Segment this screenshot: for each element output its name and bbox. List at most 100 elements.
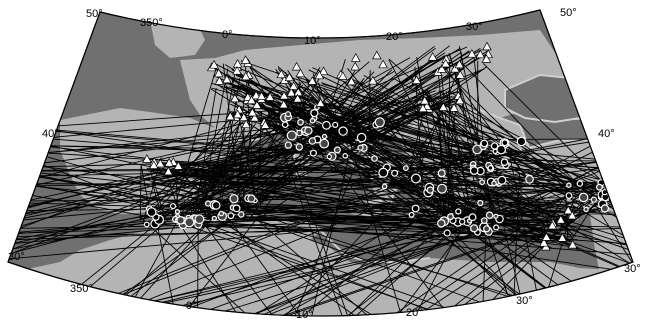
event-marker [437,183,448,194]
ray-path [216,218,633,228]
station-marker [318,66,329,76]
station-marker [557,232,568,242]
event-marker [374,117,385,128]
lon-label-top-30: 30° [466,21,483,33]
ray-path [230,155,633,218]
event-marker [319,138,330,149]
event-marker [332,121,339,129]
station-marker [351,52,361,62]
ray-path [426,89,496,209]
station-marker [350,61,360,71]
station-marker [286,87,297,97]
event-marker [447,213,454,221]
station-marker [241,119,251,129]
station-marker [295,68,306,78]
ray-path [309,45,450,154]
station-marker [438,102,449,111]
ray-path [163,172,397,184]
event-marker [496,144,506,155]
station-marker [240,55,251,64]
ray-path [157,126,306,161]
event-marker [459,218,466,225]
ray-path [252,102,304,130]
station-marker [209,59,219,69]
station-marker [276,69,287,79]
event-marker [309,118,316,124]
ray-path [316,47,436,137]
ray-path [449,53,497,226]
station-marker [149,160,159,169]
station-marker [482,41,492,51]
ray-path [8,157,475,218]
graticule-labels: 50° 40° 30° 50° 40° 30° 350° 0° 10° 20° … [8,7,641,321]
station-marker [278,99,289,109]
station-marker [307,76,318,85]
ray-path [227,67,321,214]
event-markers [143,104,619,237]
lon-label-top-0: 0° [222,29,233,41]
ray-path [332,102,457,139]
ray-path [377,53,487,121]
ray-path [456,101,484,147]
station-marker [378,59,388,69]
ray-path [8,186,601,246]
event-marker [487,164,494,171]
event-marker [443,229,451,237]
event-marker [436,219,446,228]
ray-path [371,73,437,122]
event-marker [600,204,610,213]
ray-path [233,92,428,203]
event-marker [357,144,364,151]
station-marker [346,76,357,86]
event-marker [485,211,494,220]
ray-path [366,96,423,153]
station-marker [539,237,549,247]
event-marker [284,141,292,149]
station-markers [142,41,578,251]
station-marker [279,90,289,100]
ray-path [244,182,633,219]
station-marker [567,210,577,220]
lat-label-50-left: 50° [86,8,103,20]
ray-path [499,211,569,217]
ray-path [308,158,349,316]
ray-path [111,181,578,316]
station-marker [338,71,348,80]
station-marker [164,157,174,167]
station-marker [563,205,573,215]
event-marker [297,118,304,126]
event-marker [308,137,317,145]
event-marker [608,177,619,188]
event-marker [468,213,477,222]
event-marker [590,196,598,203]
station-marker [315,98,326,107]
station-marker [567,239,578,249]
station-marker [284,72,295,82]
ray-path [158,174,584,189]
event-marker [525,174,534,184]
station-marker [437,64,447,73]
ray-path [214,223,472,316]
event-marker [211,215,217,222]
station-marker [142,154,152,163]
ray-path [230,183,599,316]
ray-path [244,63,256,200]
ray-path [409,107,426,171]
event-marker [391,169,399,177]
ray-path [206,63,238,220]
station-marker [449,102,459,112]
ray-path [221,209,311,316]
ray-path [241,84,471,176]
ray-path [8,203,570,212]
lat-label-30-left: 30° [8,251,25,263]
event-marker [326,153,332,160]
station-marker [249,112,260,122]
ray-path [291,89,487,216]
station-marker [232,65,242,75]
event-marker [479,179,486,186]
ray-path [319,145,461,316]
lon-label-top-350: 350° [140,17,163,29]
event-marker [578,192,589,203]
station-marker [260,120,271,129]
ray-path [329,233,452,316]
